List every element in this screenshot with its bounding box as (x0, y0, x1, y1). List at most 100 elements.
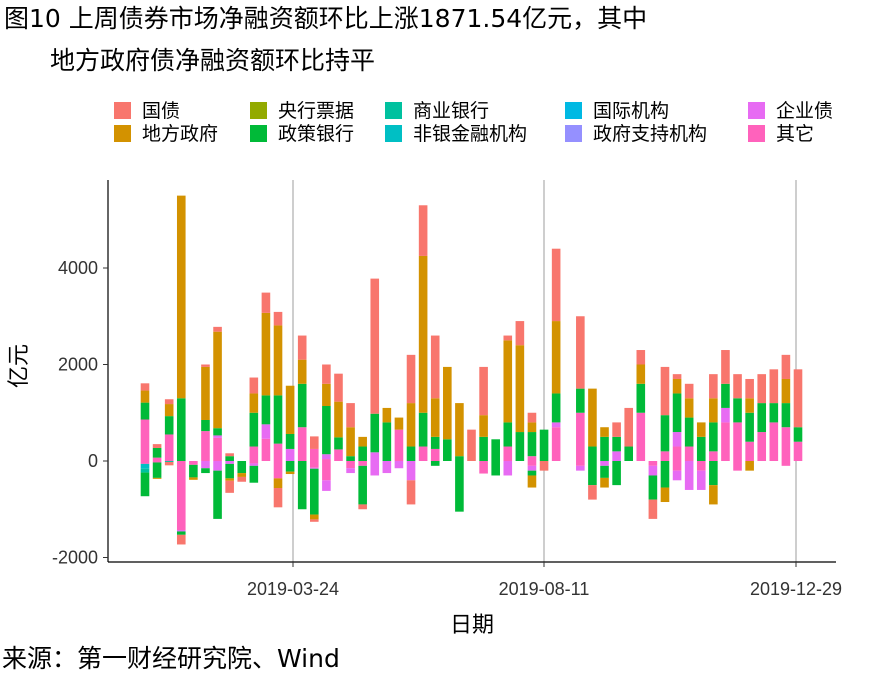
bar-segment (515, 321, 525, 346)
bar-segment (346, 461, 355, 469)
bar-segment (140, 383, 150, 391)
bar-segment (648, 499, 658, 519)
bar-segment (370, 413, 380, 453)
bar-segment (600, 436, 609, 461)
bar-segment (213, 461, 222, 471)
bar-segment (164, 416, 174, 435)
bar-segment (140, 419, 150, 461)
bar-segment (660, 366, 670, 416)
bar-segment (636, 350, 646, 365)
bar-segment (588, 388, 597, 447)
legend-swatch (748, 102, 765, 119)
bar-segment (600, 461, 609, 466)
bar-segment (322, 383, 331, 406)
bar-segment (152, 461, 162, 463)
bar-segment (140, 463, 150, 469)
x-tick-label: 2019-03-24 (247, 579, 339, 599)
bar-segment (709, 485, 718, 505)
bar-segment (479, 436, 488, 461)
bar-segment (527, 422, 537, 433)
bar-segment (273, 488, 283, 508)
legend-swatch (114, 125, 131, 142)
bar-segment (672, 393, 682, 433)
bar-segment (164, 461, 174, 462)
bar-segment (745, 378, 754, 399)
bar-segment (261, 312, 271, 396)
bar-segment (322, 454, 331, 460)
bar-segment (261, 395, 271, 425)
bar-segment (249, 377, 259, 394)
gridlines (292, 180, 797, 562)
bar-segment (769, 369, 779, 404)
bar-segment (285, 448, 295, 461)
bar-segment (189, 464, 198, 478)
bar-segment (297, 359, 307, 384)
bar-segment (636, 383, 646, 413)
bar-segment (430, 335, 440, 399)
bar-segment (346, 403, 355, 428)
bar-segment (600, 477, 609, 488)
bar-segment (769, 422, 779, 461)
bar-segment (213, 326, 222, 332)
bar-segment (684, 383, 694, 399)
bar-segment (733, 374, 742, 399)
bar-segment (140, 390, 150, 403)
bar-segment (382, 461, 392, 474)
bar-segment (164, 461, 174, 466)
bar-segment (249, 465, 259, 483)
bar-segment (588, 485, 597, 500)
bar-segment (527, 456, 537, 461)
bar-segment (249, 393, 259, 413)
bar-segment (225, 463, 234, 479)
bar-segment (261, 424, 271, 439)
bar-segment (781, 461, 791, 466)
bar-segment (721, 422, 730, 461)
bar-segment (261, 292, 271, 313)
legend-label: 政府支持机构 (593, 123, 707, 145)
bar-segment (152, 447, 162, 458)
bar-segment (346, 468, 355, 474)
bar-segment (648, 461, 658, 466)
bar-segment (297, 427, 307, 461)
y-tick-label: 4000 (58, 258, 98, 278)
bar-segment (781, 378, 791, 404)
bar-segment (612, 436, 621, 452)
bar-segment (636, 412, 646, 461)
bar-segment (576, 316, 585, 389)
bar-segment (140, 468, 150, 473)
bar-segment (672, 432, 682, 447)
bar-segment (164, 399, 174, 405)
chart-title-line-1: 图10 上周债券市场净融资额环比上涨1871.54亿元，其中 (4, 4, 648, 33)
bar-segment (491, 461, 500, 476)
bar-segment (660, 451, 670, 461)
bar-segment (394, 461, 404, 469)
bar-segment (455, 456, 464, 461)
bar-segment (358, 504, 367, 510)
bar-segment (406, 461, 416, 481)
bar-segment (213, 331, 222, 429)
bar-segment (176, 531, 186, 535)
bar-segment (152, 462, 162, 478)
bar-segment (733, 422, 742, 461)
legend-swatch (565, 125, 582, 142)
bar-segment (382, 422, 392, 461)
bar-segment (322, 405, 331, 455)
bar-segment (527, 432, 537, 457)
bar-segment (322, 480, 331, 491)
bar-segment (624, 446, 634, 461)
bar-segment (261, 438, 271, 461)
bar-segment (213, 470, 222, 519)
legend-swatch (385, 102, 402, 119)
x-tick-label: 2019-08-11 (499, 579, 590, 599)
bar-segment (515, 345, 525, 433)
bar-segment (273, 395, 283, 444)
bar-segment (733, 461, 742, 471)
bar-segment (249, 463, 259, 466)
bar-segment (249, 461, 259, 464)
bar-segment (684, 461, 694, 490)
legend-swatch (250, 125, 267, 142)
bar-segment (225, 453, 234, 457)
bar-segment (684, 398, 694, 418)
bar-segment (467, 429, 476, 461)
